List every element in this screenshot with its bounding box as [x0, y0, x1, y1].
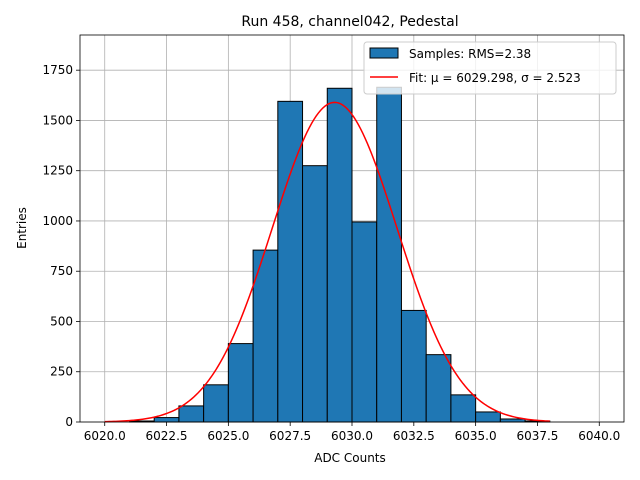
legend-histogram-label: Samples: RMS=2.38 — [409, 47, 531, 61]
legend-box — [363, 41, 617, 95]
histogram-bar-11 — [400, 309, 427, 423]
legend-fit-label: Fit: μ = 6029.298, σ = 2.523 — [409, 71, 581, 85]
y-tick-label-6: 1500 — [42, 113, 73, 127]
histogram-bar-9 — [351, 221, 378, 423]
histogram-bar-7 — [302, 165, 328, 423]
x-tick-label-2: 6025.0 — [207, 429, 249, 443]
histogram-bar-1 — [153, 417, 180, 423]
x-tick-label-3: 6027.5 — [269, 429, 311, 443]
histogram-bar-4 — [227, 343, 254, 423]
y-tick-label-4: 1000 — [42, 214, 73, 228]
chart-title: Run 458, channel042, Pedestal — [241, 14, 458, 30]
legend: Samples: RMS=2.38 Fit: μ = 6029.298, σ =… — [363, 41, 617, 95]
y-tick-label-1: 250 — [50, 365, 73, 379]
histogram-bar-14 — [475, 411, 501, 423]
x-axis-label: ADC Counts — [314, 451, 386, 465]
x-tick-label-7: 6037.5 — [516, 429, 558, 443]
x-tick-label-5: 6032.5 — [393, 429, 435, 443]
y-axis-ticks: 0 250 500 750 1000 1250 1500 1750 — [42, 63, 80, 429]
y-tick-label-2: 500 — [50, 314, 73, 328]
histogram-bar-13 — [450, 394, 477, 423]
x-tick-label-6: 6035.0 — [455, 429, 497, 443]
x-tick-label-1: 6022.5 — [146, 429, 188, 443]
x-tick-label-4: 6030.0 — [331, 429, 373, 443]
histogram-bar-2 — [178, 405, 205, 423]
histogram-bar-5 — [252, 249, 279, 423]
y-tick-label-5: 1250 — [42, 164, 73, 178]
histogram-bars — [128, 86, 551, 423]
y-tick-label-3: 750 — [50, 264, 73, 278]
y-tick-label-7: 1750 — [42, 63, 73, 77]
histogram-bar-8 — [326, 87, 353, 423]
y-tick-label-0: 0 — [65, 415, 73, 429]
histogram-bar-12 — [425, 354, 452, 423]
x-tick-label-8: 6040.0 — [578, 429, 620, 443]
x-tick-label-0: 6020.0 — [84, 429, 126, 443]
fit-curve — [104, 101, 550, 423]
histogram-bar-3 — [203, 384, 229, 423]
histogram-bar-15 — [499, 418, 526, 423]
x-axis-ticks: 6020.0 6022.5 6025.0 6027.5 6030.0 6032.5 6035… — [84, 422, 620, 443]
legend-histogram-swatch — [369, 47, 399, 59]
y-axis-label: Entries — [15, 207, 29, 249]
histogram-bar-10 — [376, 86, 402, 423]
